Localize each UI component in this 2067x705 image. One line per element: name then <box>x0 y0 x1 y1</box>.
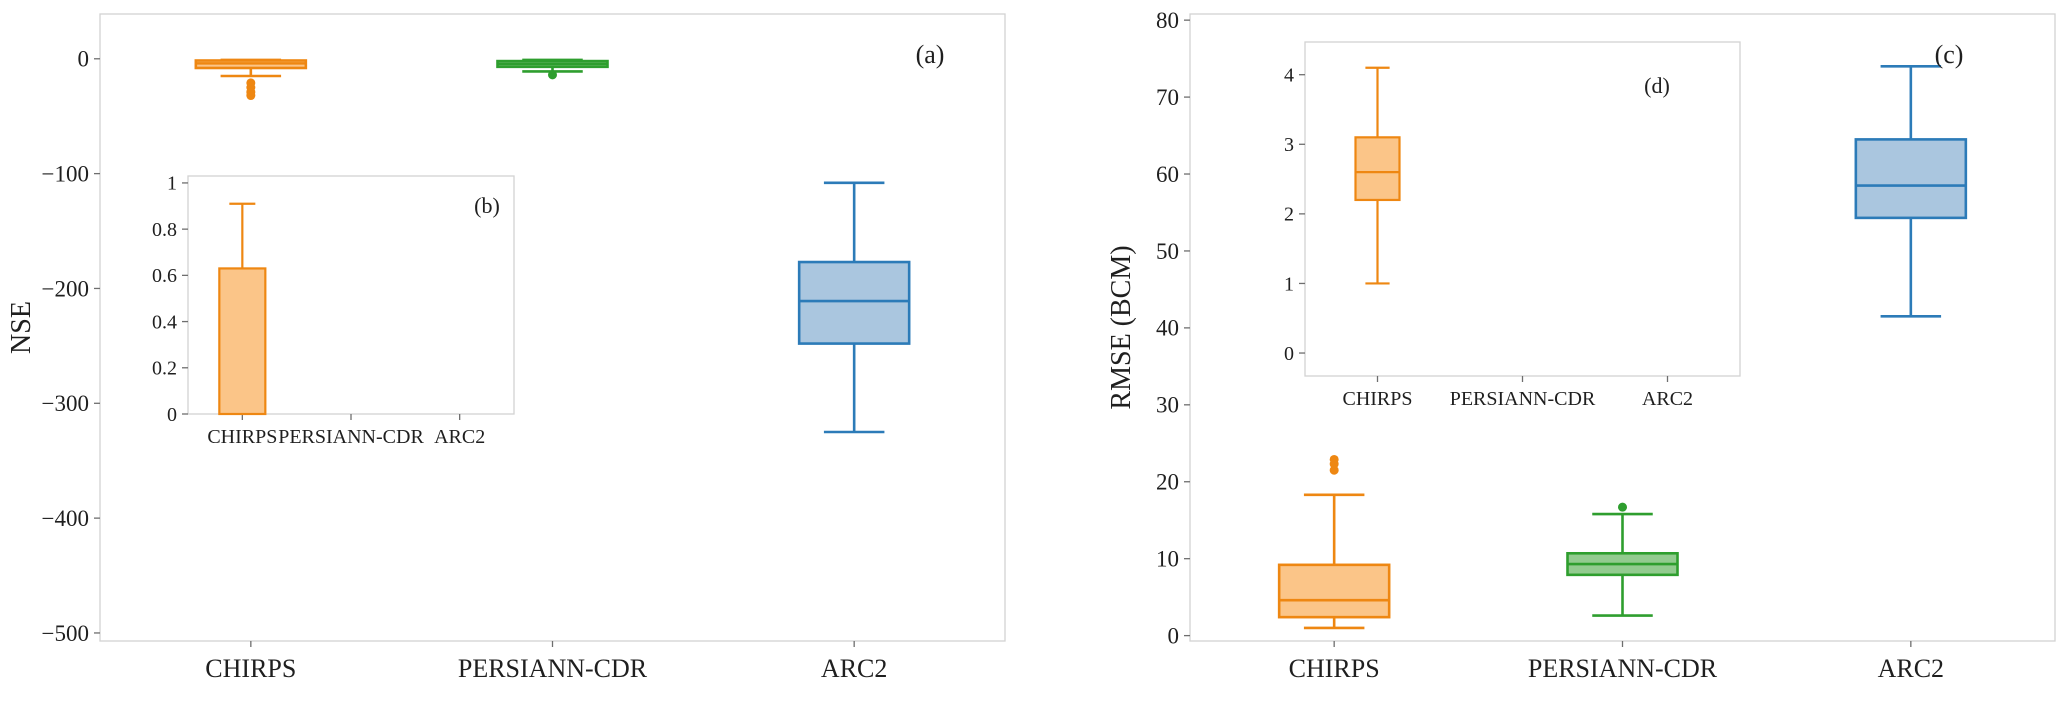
outlier-point <box>246 91 256 101</box>
x-category-label-persiann-cdr: PERSIANN-CDR <box>278 426 424 448</box>
boxplot-chirps-d <box>1354 66 1401 285</box>
panel-d: 4 3 2 1 0 CHIRPS PERSIANN-CDR ARC2 (d) <box>1284 41 1741 410</box>
y-tick-label: 1 <box>1284 273 1294 295</box>
x-category-label-arc2: ARC2 <box>821 654 887 683</box>
y-tick-label: −400 <box>42 506 89 531</box>
y-tick-label: 40 <box>1156 316 1179 341</box>
y-tick-label: 10 <box>1156 547 1179 572</box>
panel-label-d: (d) <box>1644 73 1670 98</box>
x-category-label-chirps: CHIRPS <box>1342 388 1412 410</box>
y-tick-label: 60 <box>1156 162 1179 187</box>
x-category-label-arc2: ARC2 <box>434 426 485 448</box>
y-tick-label: −500 <box>42 621 89 646</box>
x-category-label-persiann-cdr: PERSIANN-CDR <box>1450 388 1596 410</box>
boxplot-chirps-c <box>1277 454 1391 630</box>
y-axis-title-a: NSE <box>6 301 37 354</box>
x-category-label-chirps: CHIRPS <box>207 426 277 448</box>
y-tick-label: 30 <box>1156 393 1179 418</box>
boxplot-arc2-a <box>797 181 911 434</box>
y-tick-label: 1 <box>167 173 177 195</box>
bar-rect <box>218 267 267 416</box>
y-tick-label: 2 <box>1284 204 1294 226</box>
y-tick-label: 0.2 <box>152 358 177 380</box>
y-axis-title-c: RMSE (BCM) <box>1106 245 1137 409</box>
x-category-label-chirps: CHIRPS <box>205 654 296 683</box>
panel-label-a: (a) <box>916 40 945 69</box>
bar-chirps-b <box>218 202 267 416</box>
y-tick-label: −300 <box>42 391 89 416</box>
panel-label-c: (c) <box>1935 40 1964 69</box>
box-rect <box>1277 563 1391 619</box>
y-tick-label: 0 <box>1168 623 1180 648</box>
y-tick-label: 4 <box>1284 65 1294 87</box>
y-tick-label: 3 <box>1284 134 1294 156</box>
x-category-label-persiann-cdr: PERSIANN-CDR <box>1528 654 1718 683</box>
boxplot-chirps-a <box>194 58 308 101</box>
y-tick-label: 70 <box>1156 85 1179 110</box>
y-tick-label: 0.4 <box>152 311 177 333</box>
x-category-label-chirps: CHIRPS <box>1289 654 1380 683</box>
y-tick-label: 0 <box>167 404 177 426</box>
y-tick-label: −100 <box>42 161 89 186</box>
y-tick-label: 0 <box>78 47 90 72</box>
boxplot-arc2-c <box>1854 65 1968 318</box>
box-rect <box>1354 136 1401 202</box>
panel-label-b: (b) <box>474 193 500 218</box>
y-tick-label: 0.8 <box>152 219 177 241</box>
y-tick-label: 0 <box>1284 343 1294 365</box>
plot-area-d <box>1304 41 1741 377</box>
box-rect <box>797 260 911 345</box>
outlier-point <box>548 70 557 80</box>
x-category-label-arc2: ARC2 <box>1642 388 1693 410</box>
outlier-point <box>1329 465 1339 475</box>
panel-b: 1 0.8 0.6 0.4 0.2 0 CHIRPS PERSIANN-CDR ARC2 (b) <box>152 173 515 448</box>
y-tick-label: −200 <box>42 276 89 301</box>
boxplot-persiann-cdr-a <box>496 58 609 80</box>
x-category-label-arc2: ARC2 <box>1878 654 1944 683</box>
box-rect <box>1854 138 1968 220</box>
y-tick-label: 0.6 <box>152 265 177 287</box>
outlier-point <box>1618 502 1627 512</box>
y-tick-label: 20 <box>1156 470 1179 495</box>
y-tick-label: 50 <box>1156 239 1179 264</box>
outlier-point <box>1329 454 1339 464</box>
y-tick-label: 80 <box>1156 8 1179 33</box>
boxplot-persiann-cdr-c <box>1566 502 1679 617</box>
x-category-label-persiann-cdr: PERSIANN-CDR <box>458 654 648 683</box>
